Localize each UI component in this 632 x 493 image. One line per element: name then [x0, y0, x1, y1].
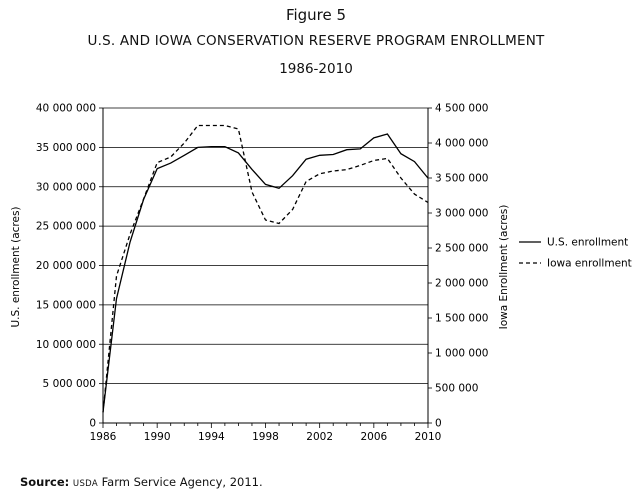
y-left-tick-label: 40 000 000 — [36, 103, 96, 115]
iowa-data-point — [169, 156, 172, 159]
iowa-data-point — [115, 275, 118, 278]
y-right-tick-label: 3 000 000 — [435, 208, 488, 220]
iowa-data-point — [183, 142, 186, 145]
y-right-tick-label: 0 — [435, 418, 442, 430]
us-data-point — [291, 174, 294, 177]
gridlines — [103, 107, 428, 385]
y-left-tick-label: 10 000 000 — [36, 339, 96, 351]
y-left-tick-label: 5 000 000 — [43, 378, 96, 390]
us-data-point — [264, 183, 267, 186]
us-data-point — [210, 145, 213, 148]
tick-labels: 0 5 000 000 10 000 000 15 000 000 20 000 000… — [36, 103, 489, 444]
us-data-point — [278, 187, 281, 190]
iowa-data-point — [278, 222, 281, 225]
chart-title: U.S. AND IOWA CONSERVATION RESERVE PROGR… — [87, 33, 545, 49]
us-data-point — [413, 160, 416, 163]
iowa-data-point — [102, 411, 105, 414]
us-data-point — [359, 147, 362, 150]
us-data-point — [250, 168, 253, 171]
series-lines — [102, 124, 430, 414]
iowa-data-point — [399, 177, 402, 180]
legend-label: Iowa enrollment — [547, 258, 632, 270]
legend: U.S. enrollment Iowa enrollment — [519, 237, 632, 270]
us-data-point — [345, 148, 348, 151]
iowa-data-point — [345, 168, 348, 171]
iowa-data-point — [264, 219, 267, 222]
y-right-tick-label: 4 000 000 — [435, 138, 488, 150]
us-data-point — [237, 151, 240, 154]
x-tick-label: 1994 — [198, 431, 225, 443]
y-right-tick-label: 2 500 000 — [435, 243, 488, 255]
us-data-point — [318, 154, 321, 157]
iowa-data-point — [386, 157, 389, 160]
source-agency: USDA — [72, 479, 98, 489]
x-tick-label: 1990 — [144, 431, 171, 443]
us-enrollment-line — [102, 133, 429, 413]
iowa-data-point — [237, 128, 240, 131]
us-data-point — [169, 162, 172, 165]
y-right-tick-label: 500 000 — [435, 383, 478, 395]
us-data-point — [305, 158, 308, 161]
y-left-tick-label: 30 000 000 — [36, 181, 96, 193]
us-data-point — [223, 145, 226, 148]
x-tick-label: 2002 — [306, 431, 333, 443]
us-data-point — [399, 152, 402, 155]
iowa-data-point — [129, 233, 132, 236]
us-data-point — [129, 240, 132, 243]
us-data-point — [183, 154, 186, 157]
iowa-data-point — [210, 124, 213, 127]
chart-subtitle: 1986-2010 — [279, 61, 353, 77]
x-tick-label: 1986 — [90, 431, 117, 443]
us-data-point — [332, 153, 335, 156]
iowa-enrollment-line — [102, 124, 429, 413]
us-data-point — [156, 167, 159, 170]
iowa-data-point — [291, 208, 294, 211]
iowa-data-point — [196, 124, 199, 127]
iowa-data-point — [156, 161, 159, 164]
iowa-data-point — [332, 170, 335, 173]
y-right-tick-label: 1 000 000 — [435, 348, 488, 360]
source-label: Source: — [20, 475, 70, 489]
iowa-data-point — [305, 180, 308, 183]
us-data-point — [386, 132, 389, 135]
us-data-point — [115, 297, 118, 300]
y-left-tick-label: 15 000 000 — [36, 299, 96, 311]
y-right-tick-label: 1 500 000 — [435, 313, 488, 325]
source-note: Source: USDA Farm Service Agency, 2011. — [20, 475, 263, 489]
us-data-point — [196, 146, 199, 149]
y-right-tick-label: 4 500 000 — [435, 103, 488, 115]
x-tick-label: 1998 — [252, 431, 279, 443]
y-axis-left-label: U.S. enrollment (acres) — [10, 206, 22, 327]
iowa-data-point — [359, 164, 362, 167]
y-left-tick-label: 25 000 000 — [36, 221, 96, 233]
iowa-data-point — [223, 124, 226, 127]
y-left-tick-label: 20 000 000 — [36, 260, 96, 272]
us-data-point — [372, 136, 375, 139]
legend-label: U.S. enrollment — [547, 237, 628, 249]
source-text: Farm Service Agency, 2011. — [101, 475, 263, 489]
y-left-tick-label: 35 000 000 — [36, 142, 96, 154]
iowa-data-point — [318, 172, 321, 175]
y-left-tick-label: 0 — [89, 418, 96, 430]
y-right-tick-label: 3 500 000 — [435, 173, 488, 185]
y-axis-right-label: Iowa Enrollment (acres) — [498, 205, 510, 330]
iowa-data-point — [413, 193, 416, 196]
iowa-data-point — [427, 201, 430, 204]
figure-label: Figure 5 — [285, 6, 347, 24]
iowa-data-point — [250, 191, 253, 194]
iowa-data-point — [142, 198, 145, 201]
x-tick-label: 2010 — [415, 431, 442, 443]
iowa-data-point — [372, 159, 375, 162]
y-right-tick-label: 2 000 000 — [435, 278, 488, 290]
x-tick-label: 2006 — [360, 431, 387, 443]
